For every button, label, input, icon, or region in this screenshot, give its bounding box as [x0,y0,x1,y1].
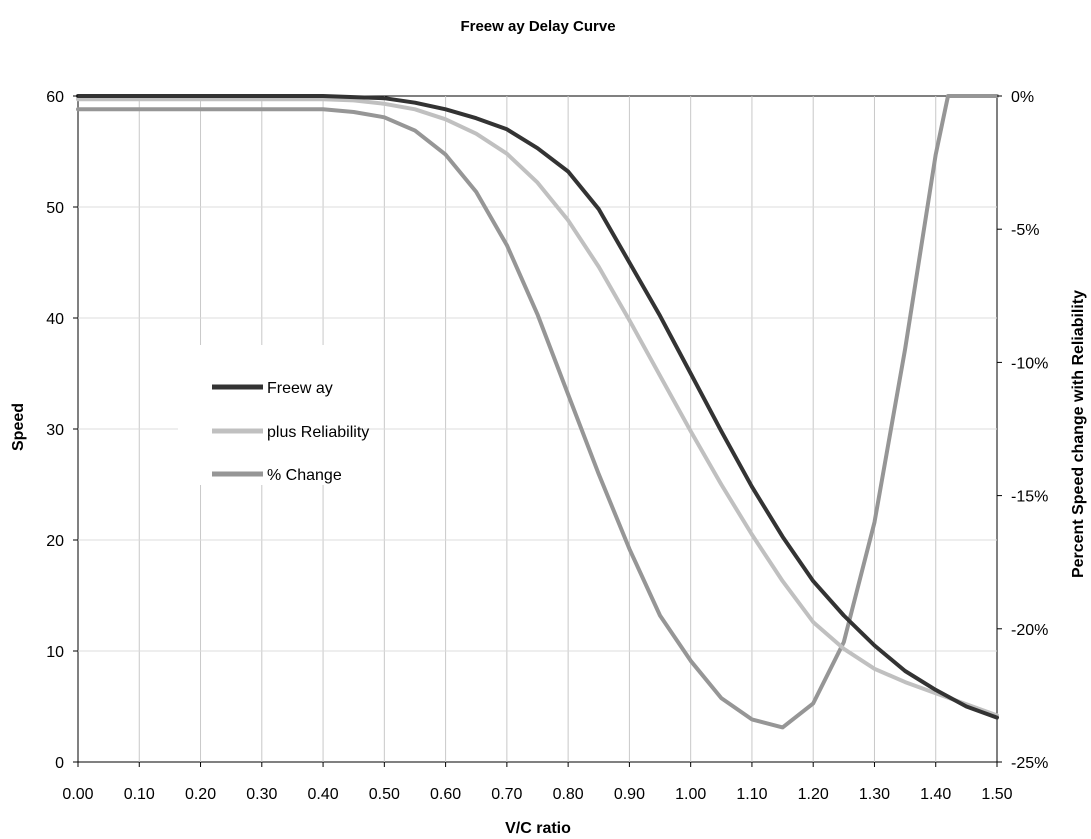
x-tick-label: 1.40 [920,786,951,803]
legend-label-2: % Change [267,467,342,484]
x-tick-label: 1.10 [736,786,767,803]
y-tick-label: 60 [46,89,64,106]
legend-label-0: Freew ay [267,380,333,397]
series-group [76,94,999,730]
y2-tick-label: -15% [1011,489,1048,506]
y2-tick-label: -25% [1011,755,1048,772]
y2-tick-label: 0% [1011,89,1034,106]
y2-tick-label: -5% [1011,222,1039,239]
y-tick-label: 40 [46,311,64,328]
y-axis-title: Speed [10,403,27,451]
y2-axis-title: Percent Speed change with Reliability [1070,290,1087,578]
x-tick-label: 1.50 [981,786,1012,803]
x-axis-ticks: 0.00 0.10 0.20 0.30 0.40 0.50 0.60 0.70 0.80 0.90… [62,762,1013,803]
y-tick-label: 0 [55,755,64,772]
x-tick-label: 0.00 [62,786,93,803]
chart-title: Freew ay Delay Curve [460,18,615,35]
x-tick-label: 0.70 [491,786,522,803]
y2-tick-label: -20% [1011,622,1048,639]
y-axis-ticks: 0 10 20 30 40 50 60 [46,89,78,772]
x-tick-label: 0.90 [614,786,645,803]
x-tick-label: 0.20 [185,786,216,803]
x-tick-label: 0.30 [246,786,277,803]
series-line-1 [76,97,999,718]
y-tick-label: 10 [46,644,64,661]
y-tick-label: 50 [46,200,64,217]
x-tick-label: 0.10 [124,786,155,803]
x-tick-label: 1.00 [675,786,706,803]
y-tick-label: 20 [46,533,64,550]
x-tick-label: 0.50 [369,786,400,803]
y2-tick-label: -10% [1011,355,1048,372]
x-tick-label: 1.30 [859,786,890,803]
x-axis-title: V/C ratio [505,820,571,837]
series-line-2 [76,94,999,730]
x-tick-label: 0.60 [430,786,461,803]
x-tick-label: 1.20 [798,786,829,803]
legend-label-1: plus Reliability [267,424,369,441]
series-line-0 [76,94,999,720]
legend-box [178,345,364,485]
x-tick-label: 0.80 [553,786,584,803]
y-tick-label: 30 [46,422,64,439]
y2-axis-ticks: -25% -20% -15% -10% -5% 0% [997,89,1048,772]
x-tick-label: 0.40 [307,786,338,803]
legend: Freew ay plus Reliability % Change [178,345,369,485]
